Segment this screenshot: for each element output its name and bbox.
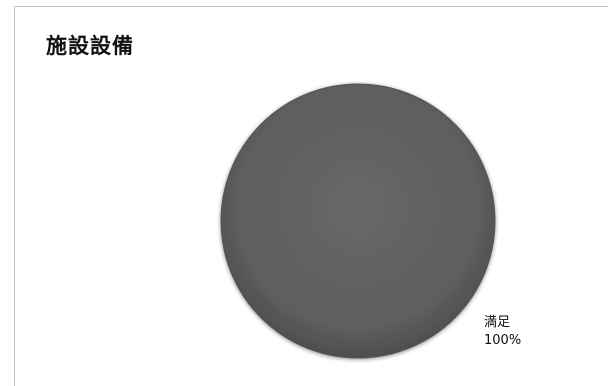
slice-label-0: 満足 bbox=[484, 315, 510, 330]
slice-value-label-0: 100% bbox=[484, 333, 521, 348]
chart-title: 施設設備 bbox=[46, 34, 134, 58]
chart-frame bbox=[14, 6, 608, 386]
pie-slice-0 bbox=[220, 83, 496, 359]
